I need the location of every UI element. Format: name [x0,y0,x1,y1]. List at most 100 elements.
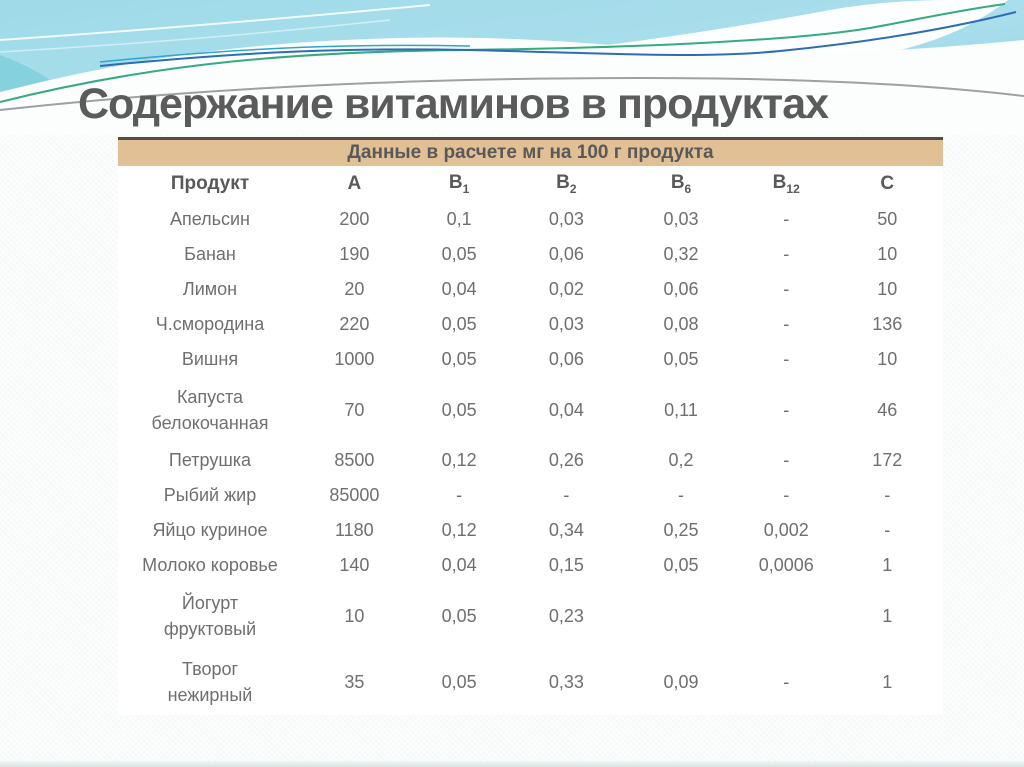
product-cell: Яйцо куриное [152,520,268,541]
table-cell: 0,05 [441,349,477,370]
table-cell: 190 [339,244,370,265]
table-cell: 1000 [334,349,375,370]
column-header: B2 [512,166,622,202]
column-header: B12 [741,166,832,202]
table-cell: 0,34 [548,520,584,541]
product-cell: Лимон [182,279,238,300]
table-cell: 0,05 [441,605,477,626]
table-cell: - [783,349,790,370]
vitamins-data-grid: Продукт A B1 B2 B6 B12 C Апельсин 200 0,1 0,03 0,0… [118,166,943,715]
table-cell: - [884,485,891,506]
vitamins-table: Данные в расчете мг на 100 г продукта Пр… [118,137,943,715]
table-cell: 0,03 [548,314,584,335]
column-header-label: A [347,173,362,194]
table-cell: - [563,485,570,506]
product-cell: Молоко коровье [142,555,278,576]
table-row: Вишня 1000 0,05 0,06 0,05 - 10 [118,342,943,377]
product-cell: Йогурт фруктовый [163,592,257,639]
wave-white-arc [0,19,391,53]
table-row: Банан 190 0,05 0,06 0,32 - 10 [118,237,943,272]
table-header-row: Продукт A B1 B2 B6 B12 C [118,166,943,202]
product-cell: Банан [184,244,236,265]
product-cell: Рыбий жир [163,485,257,506]
column-header: B1 [407,166,512,202]
table-cell: 10 [877,244,898,265]
table-cell [621,583,741,649]
header-row: Продукт A B1 B2 B6 B12 C [118,166,943,202]
table-cell: - [783,244,790,265]
table-cell: 0,05 [663,555,699,576]
wave-green-line [0,3,1006,103]
column-header-label: B [556,172,570,194]
table-cell: 0,05 [441,244,477,265]
table-row: Петрушка 8500 0,12 0,26 0,2 - 172 [118,443,943,478]
column-header-label: C [880,173,895,194]
product-cell: Вишня [181,349,239,370]
table-cell: - [884,520,891,541]
column-header-subscript: 1 [462,181,470,196]
product-cell: Апельсин [169,209,250,230]
table-cell: 0,05 [441,671,477,692]
table-cell: 0,1 [446,209,472,230]
table-cell: 1180 [334,520,374,541]
table-body: Апельсин 200 0,1 0,03 0,03 - 50 Банан 190 0,05 0,0… [118,202,943,715]
wave-white-arc [0,4,431,41]
column-header: A [302,166,407,202]
wave-darkblue-line [99,11,1017,67]
table-cell: 0,08 [663,314,699,335]
table-cell: 200 [339,209,370,230]
table-cell: 0,33 [548,671,584,692]
table-row: Молоко коровье 140 0,04 0,15 0,05 0,0006 1 [118,548,943,583]
column-header: B6 [621,166,741,202]
bottom-edge-decoration [0,761,1024,767]
table-cell: - [783,399,790,420]
table-row: Лимон 20 0,04 0,02 0,06 - 10 [118,272,943,307]
table-row: Рыбий жир 85000 - - - - - [118,478,943,513]
table-cell: 0,06 [548,349,584,370]
table-cell: 0,05 [663,349,699,370]
table-cell: 8500 [334,450,375,471]
table-row: Яйцо куриное 1180 0,12 0,34 0,25 0,002 - [118,513,943,548]
wave-lightblue-line [99,44,471,63]
table-cell: 0,04 [441,279,477,300]
table-cell: 70 [344,399,365,420]
table-cell: 0,0006 [758,555,814,576]
table-cell: - [783,209,790,230]
table-cell: 10 [877,349,898,370]
column-header-subscript: 2 [569,181,577,196]
table-cell: 35 [344,671,365,692]
table-cell: 136 [872,314,903,335]
table-cell: 20 [344,279,365,300]
slide-title: Содержание витаминов в продуктах [78,80,829,128]
table-cell: 0,02 [548,279,584,300]
table-cell: - [783,450,790,471]
table-row: Творог нежирный 35 0,05 0,33 0,09 - 1 [118,649,943,715]
column-header-label: B [448,172,463,194]
column-header-subscript: 12 [786,181,800,196]
wave-grey-line [0,76,1024,111]
table-cell: 10 [877,279,898,300]
table-cell: 0,32 [663,244,699,265]
table-cell: 0,06 [663,279,699,300]
top-wave-decoration [0,0,1024,135]
product-cell: Творог нежирный [167,658,253,705]
table-cell: - [783,671,790,692]
column-header-label: Продукт [170,173,250,194]
table-cell: - [456,485,463,506]
table-cell: 1 [882,605,893,626]
table-cell: 0,03 [663,209,699,230]
table-cell: 0,12 [441,450,477,471]
table-cell: 85000 [329,485,380,506]
table-cell: - [783,485,790,506]
table-cell: 0,11 [664,399,698,420]
table-cell: 0,15 [548,555,584,576]
column-header-label: B [772,172,787,194]
table-cell: 0,12 [441,520,477,541]
wave-main-white [0,37,1024,135]
table-cell: 0,06 [548,244,584,265]
table-cell: 0,04 [441,555,477,576]
product-cell: Капуста белокочанная [151,386,269,433]
table-row: Ч.смородина 220 0,05 0,03 0,08 - 136 [118,307,943,342]
table-cell: 172 [872,450,903,471]
table-cell: 50 [877,209,898,230]
